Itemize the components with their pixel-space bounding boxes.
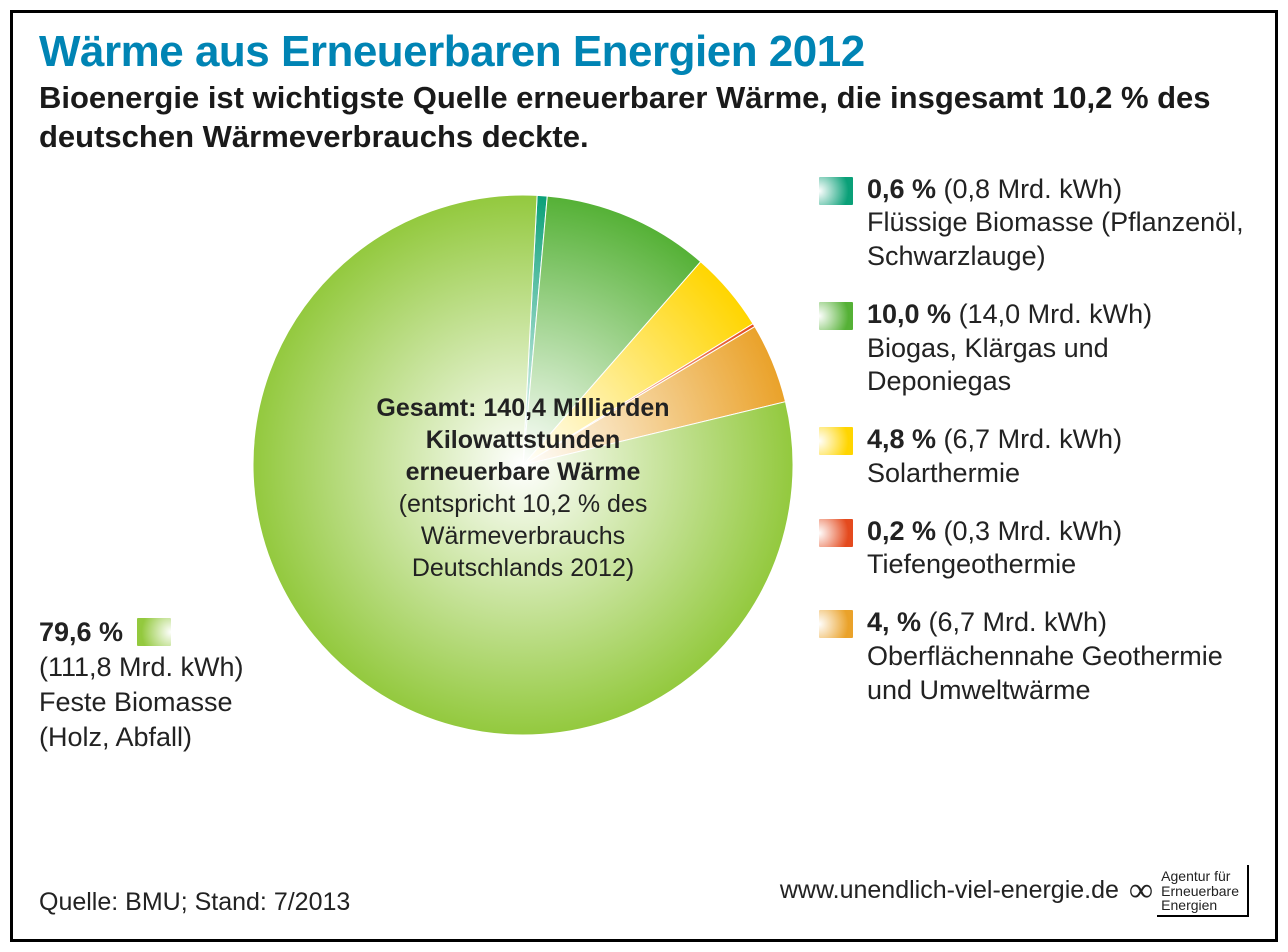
center-line1: Gesamt: 140,4 Milliarden — [376, 394, 669, 422]
legend-left-desc2: (Holz, Abfall) — [39, 720, 339, 755]
chart-area: Gesamt: 140,4 Milliarden Kilowattstunden… — [13, 165, 1275, 865]
legend-left-extra: (111,8 Mrd. kWh) — [39, 650, 339, 685]
agency-logo-icon: ∞ — [1129, 872, 1147, 910]
legend-right: 0,6 % (0,8 Mrd. kWh)Flüssige Biomasse (P… — [819, 173, 1249, 732]
legend-swatch — [819, 519, 853, 547]
footer: Quelle: BMU; Stand: 7/2013 www.unendlich… — [39, 865, 1249, 917]
agency-line2: Erneuerbare — [1161, 883, 1239, 899]
legend-text: 4, % (6,7 Mrd. kWh)Oberflächennahe Geoth… — [867, 606, 1249, 707]
legend-item: 0,2 % (0,3 Mrd. kWh)Tiefengeothermie — [819, 515, 1249, 583]
chart-title: Wärme aus Erneuerbaren Energien 2012 — [39, 27, 1249, 77]
legend-left-swatch — [137, 618, 171, 646]
legend-text: 4,8 % (6,7 Mrd. kWh)Solarthermie — [867, 423, 1122, 491]
pie-center-label: Gesamt: 140,4 Milliarden Kilowattstunden… — [333, 392, 713, 584]
chart-subtitle: Bioenergie ist wichtigste Quelle erneuer… — [39, 79, 1249, 157]
center-line2: Kilowattstunden — [426, 426, 620, 454]
center-line4: (entspricht 10,2 % des — [399, 490, 648, 518]
infographic-frame: Wärme aus Erneuerbaren Energien 2012 Bio… — [10, 10, 1278, 942]
footer-url: www.unendlich-viel-energie.de — [780, 876, 1119, 905]
legend-swatch — [819, 610, 853, 638]
legend-text: 10,0 % (14,0 Mrd. kWh)Biogas, Klärgas un… — [867, 298, 1249, 399]
agency-line1: Agentur für — [1161, 868, 1230, 884]
legend-swatch — [819, 177, 853, 205]
footer-source: Quelle: BMU; Stand: 7/2013 — [39, 888, 350, 917]
legend-left-pct: 79,6 % — [39, 615, 123, 650]
legend-item: 0,6 % (0,8 Mrd. kWh)Flüssige Biomasse (P… — [819, 173, 1249, 274]
footer-right: www.unendlich-viel-energie.de ∞ Agentur … — [780, 865, 1249, 917]
agency-box: Agentur für Erneuerbare Energien — [1157, 865, 1249, 917]
legend-swatch — [819, 302, 853, 330]
legend-left-desc1: Feste Biomasse — [39, 685, 339, 720]
legend-left: 79,6 % (111,8 Mrd. kWh) Feste Biomasse (… — [39, 615, 339, 755]
legend-text: 0,2 % (0,3 Mrd. kWh)Tiefengeothermie — [867, 515, 1122, 583]
header: Wärme aus Erneuerbaren Energien 2012 Bio… — [13, 13, 1275, 165]
legend-item: 10,0 % (14,0 Mrd. kWh)Biogas, Klärgas un… — [819, 298, 1249, 399]
legend-text: 0,6 % (0,8 Mrd. kWh)Flüssige Biomasse (P… — [867, 173, 1249, 274]
center-line5: Wärmeverbrauchs — [421, 522, 625, 550]
legend-item: 4, % (6,7 Mrd. kWh)Oberflächennahe Geoth… — [819, 606, 1249, 707]
legend-swatch — [819, 427, 853, 455]
center-line6: Deutschlands 2012) — [412, 554, 634, 582]
legend-item: 4,8 % (6,7 Mrd. kWh)Solarthermie — [819, 423, 1249, 491]
agency-line3: Energien — [1161, 897, 1217, 913]
center-line3: erneuerbare Wärme — [406, 458, 641, 486]
